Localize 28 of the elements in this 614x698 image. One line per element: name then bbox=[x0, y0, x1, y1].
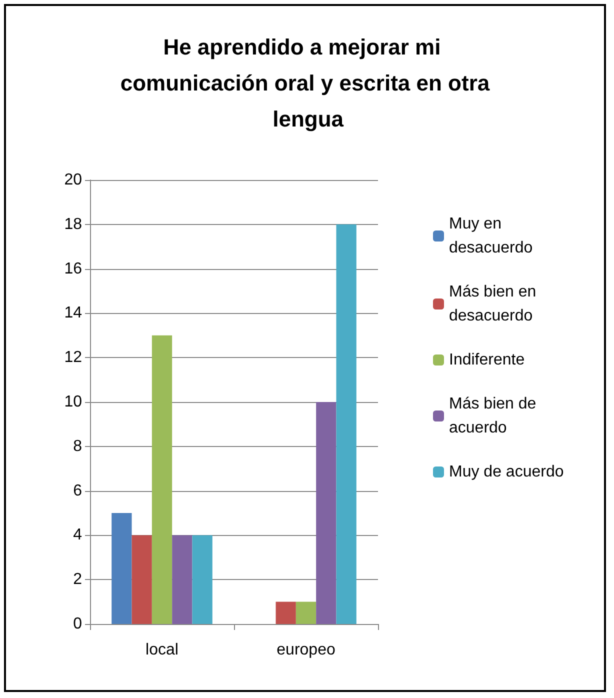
bar bbox=[276, 602, 296, 624]
y-tick-label: 2 bbox=[73, 571, 82, 588]
bar bbox=[192, 535, 212, 624]
x-tick-label: local bbox=[146, 642, 178, 658]
legend-label: Más bien en desacuerdo bbox=[449, 284, 541, 324]
y-tick-label: 12 bbox=[64, 349, 82, 366]
chart-title: He aprendido a mejorar mi comunicación oral y escrita en otra lengua bbox=[120, 34, 490, 132]
x-tick-label: europeo bbox=[276, 642, 336, 658]
bar bbox=[172, 535, 192, 624]
y-tick-label: 18 bbox=[64, 216, 82, 233]
y-tick-label: 8 bbox=[73, 438, 82, 455]
bar bbox=[296, 602, 316, 624]
bar bbox=[132, 535, 152, 624]
y-tick-label: 10 bbox=[64, 394, 82, 410]
bar bbox=[152, 335, 172, 624]
bar bbox=[112, 513, 132, 624]
y-tick-label: 0 bbox=[73, 616, 82, 632]
bar bbox=[316, 402, 336, 624]
y-tick-label: 4 bbox=[73, 526, 82, 544]
y-tick-label: 6 bbox=[73, 482, 82, 500]
y-tick-label: 16 bbox=[64, 260, 82, 278]
legend-label: Más bien de acuerdo bbox=[449, 396, 541, 436]
y-tick-label: 14 bbox=[64, 304, 82, 322]
legend-label: Indiferente bbox=[449, 352, 525, 368]
y-tick-label: 20 bbox=[64, 172, 82, 188]
bar bbox=[336, 224, 356, 624]
legend-label: Muy en desacuerdo bbox=[449, 216, 533, 256]
legend-label: Muy de acuerdo bbox=[449, 464, 564, 480]
